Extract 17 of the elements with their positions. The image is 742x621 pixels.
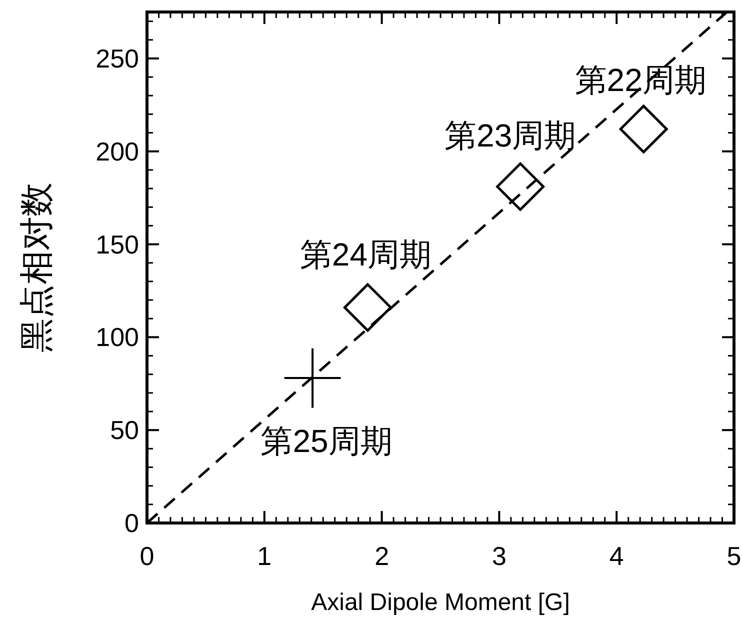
y-tick-label: 200	[96, 136, 139, 166]
x-tick-label: 4	[609, 541, 624, 571]
y-tick-label: 0	[124, 508, 139, 538]
x-tick-label: 3	[492, 541, 506, 571]
x-axis-title: Axial Dipole Moment [G]	[311, 589, 570, 616]
x-tick-label: 1	[257, 541, 272, 571]
y-tick-label: 50	[110, 415, 139, 446]
annotation: 第23周期	[444, 118, 576, 154]
x-tick-label: 5	[726, 541, 742, 571]
y-tick-label: 100	[96, 322, 139, 352]
annotation: 第22周期	[574, 62, 706, 98]
y-tick-label: 250	[96, 43, 139, 74]
x-tick-label: 2	[374, 541, 390, 571]
y-tick-label: 150	[96, 229, 139, 260]
annotation: 第24周期	[300, 236, 432, 272]
annotation: 第25周期	[260, 423, 392, 460]
y-axis-title: 黑点相对数	[18, 182, 56, 352]
